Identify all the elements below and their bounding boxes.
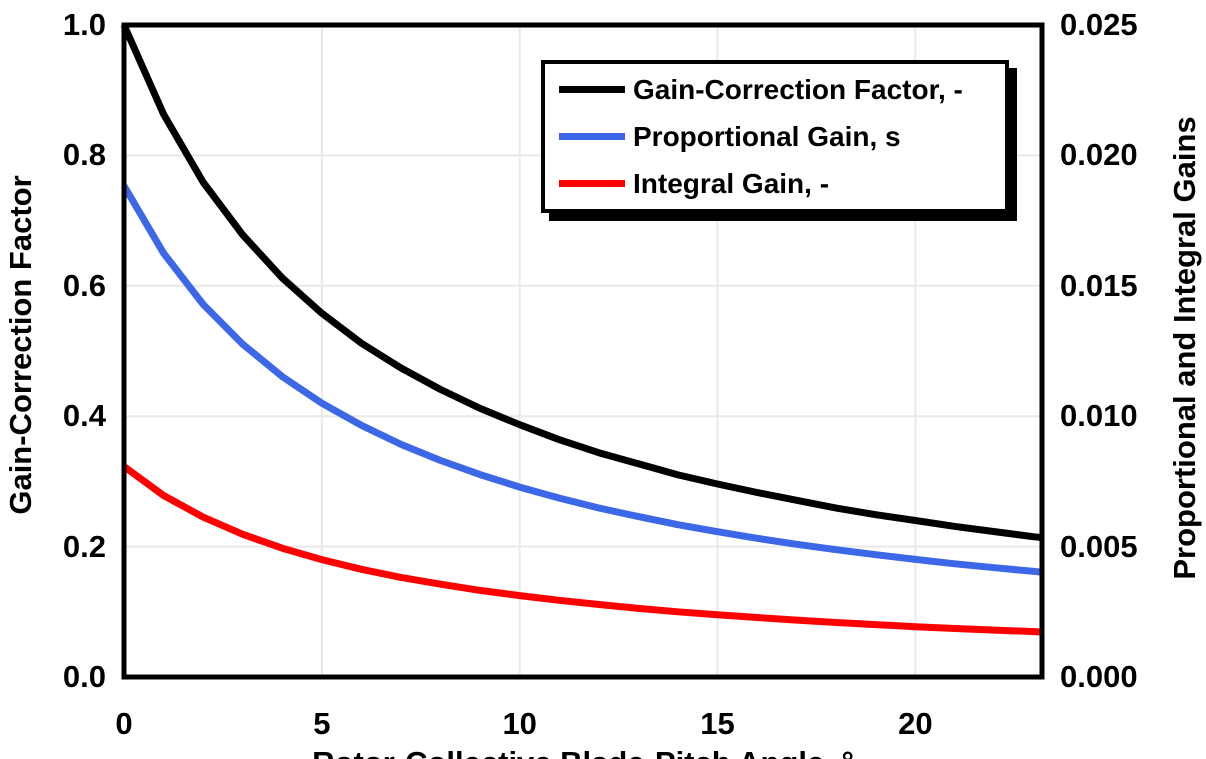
legend-label-proportional-gain: Proportional Gain, s [633,120,901,152]
legend-line-swatch-black [559,86,625,93]
y-tick-label-left: 0.6 [62,267,106,303]
x-tick-label: 15 [700,706,735,741]
y-tick-label-right: 0.025 [1060,7,1138,42]
y-tick-label-right: 0.010 [1060,398,1138,434]
y-tick-label-right: 0.015 [1060,267,1138,303]
y-axis-title-right: Proportional and Integral Gains [1167,116,1202,580]
series-line-2 [121,463,1043,636]
y-tick-label-left: 0.4 [62,398,106,434]
legend-label-gain-correction-factor: Gain-Correction Factor, - [633,73,963,105]
legend-line-swatch-red [559,180,625,187]
x-tick-label: 10 [502,706,537,741]
y-axis-title-left: Gain-Correction Factor [3,175,38,515]
legend-item-proportional-gain: Proportional Gain, s [559,113,1005,160]
y-tick-label-right: 0.020 [1060,137,1138,173]
y-tick-label-left: 0.8 [62,137,106,173]
y-tick-label-right: 0.000 [1060,659,1138,694]
series-line-0 [120,23,1043,541]
legend: Gain-Correction Factor, - Proportional G… [541,60,1009,213]
legend-label-integral-gain: Integral Gain, - [633,167,830,199]
y-tick-label-left: 0.2 [62,528,106,564]
data-series [120,23,1043,636]
y-tick-label-right: 0.005 [1060,528,1138,564]
x-tick-label: 20 [898,706,933,741]
x-tick-label: 5 [313,706,331,741]
legend-item-gain-correction-factor: Gain-Correction Factor, - [559,66,1005,113]
axis-box [121,22,1045,680]
series-line-1 [120,184,1043,576]
y-tick-label-left: 1.0 [62,7,106,42]
y-tick-label-left: 0.0 [62,659,106,694]
legend-line-swatch-blue [559,133,625,140]
legend-item-integral-gain: Integral Gain, - [559,160,1005,207]
x-tick-label: 0 [115,706,133,741]
x-axis-title: Rotor-Collective Blade-Pitch Angle, ° [312,746,854,759]
